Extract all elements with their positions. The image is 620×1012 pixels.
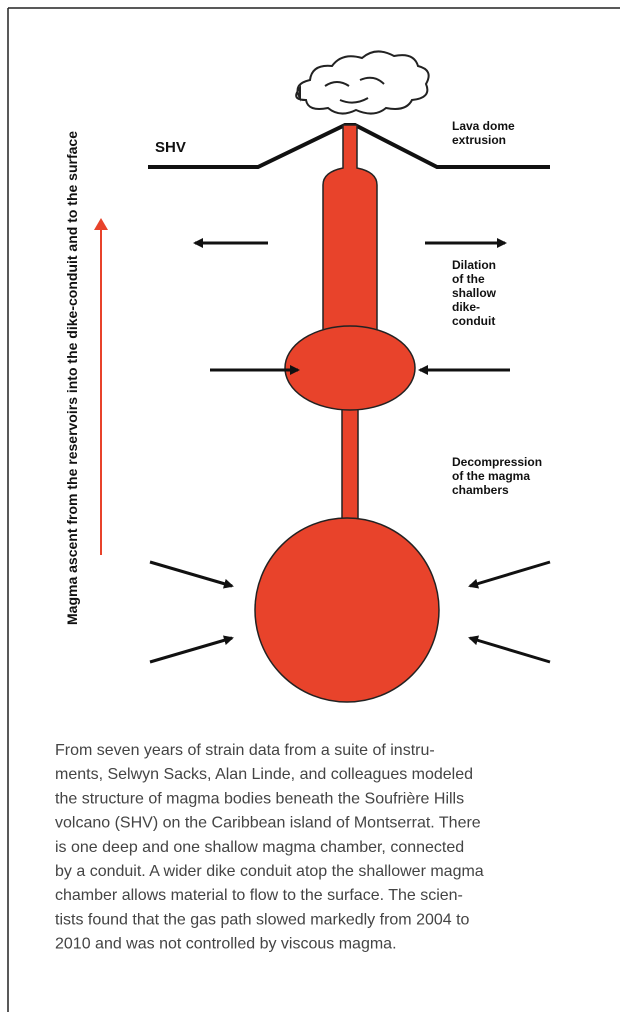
ascent-label: Magma ascent from the reservoirs into th… xyxy=(64,131,80,625)
label-line: Lava dome xyxy=(452,119,515,133)
caption-line: is one deep and one shallow magma chambe… xyxy=(55,839,464,856)
label-line: Dilation xyxy=(452,258,496,272)
caption-line: From seven years of strain data from a s… xyxy=(55,742,435,759)
caption-line: 2010 and was not controlled by viscous m… xyxy=(55,936,397,953)
label-line: shallow xyxy=(452,286,497,300)
label-line: of the xyxy=(452,272,485,286)
caption-line: chamber allows material to flow to the s… xyxy=(55,887,463,904)
label-line: conduit xyxy=(452,314,495,328)
caption: From seven years of strain data from a s… xyxy=(55,742,484,953)
shv-label: SHV xyxy=(155,139,186,156)
caption-line: ments, Selwyn Sacks, Alan Linde, and col… xyxy=(55,766,473,783)
magma-system xyxy=(254,124,440,703)
label-line: chambers xyxy=(452,483,509,497)
label-line: Decompression xyxy=(452,455,542,469)
caption-line: tists found that the gas path slowed mar… xyxy=(55,911,470,928)
label-line: dike- xyxy=(452,300,480,314)
label-line: extrusion xyxy=(452,133,506,147)
caption-line: by a conduit. A wider dike conduit atop … xyxy=(55,863,484,880)
label-line: of the magma xyxy=(452,469,530,483)
arrows xyxy=(149,238,551,664)
caption-line: volcano (SHV) on the Caribbean island of… xyxy=(55,815,481,832)
cloud xyxy=(295,50,430,115)
caption-line: the structure of magma bodies beneath th… xyxy=(55,790,464,807)
